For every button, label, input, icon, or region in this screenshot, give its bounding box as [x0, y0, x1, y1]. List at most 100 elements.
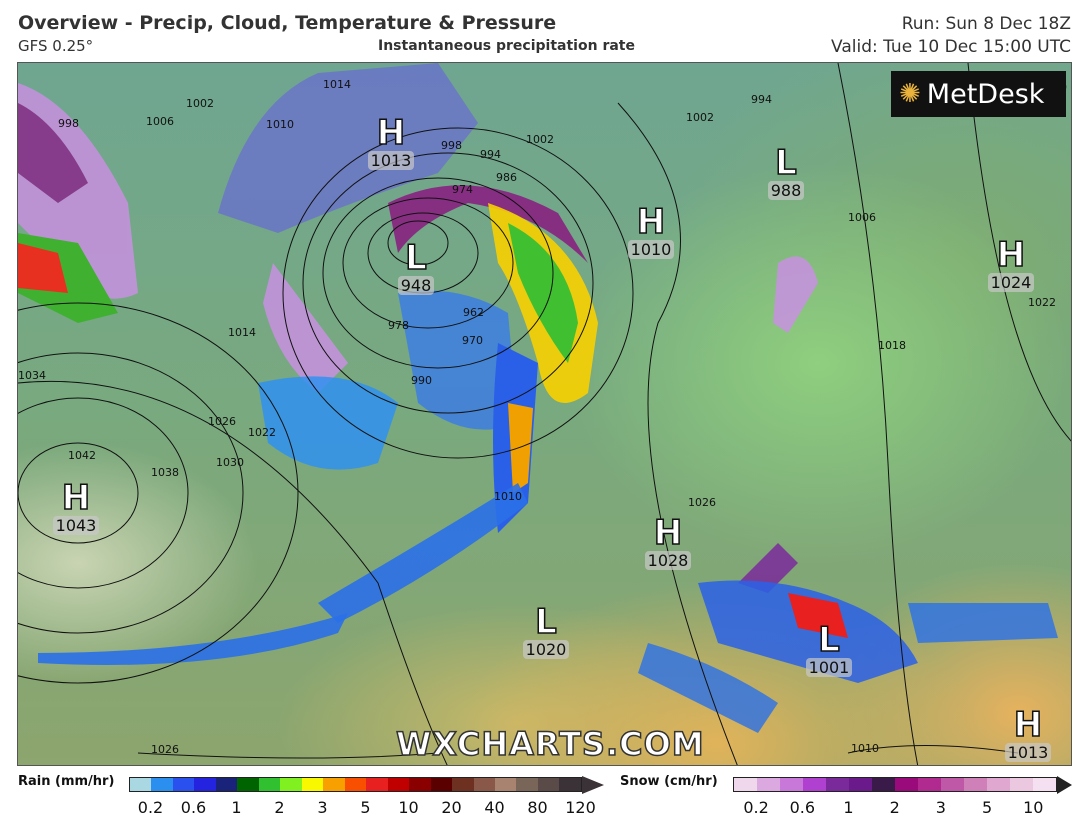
snow-color-swatch [872, 778, 895, 791]
isobar-label: 990 [411, 374, 432, 387]
rain-tick-label: 2 [274, 798, 285, 817]
snow-color-swatch [941, 778, 964, 791]
isobar-label: 1010 [266, 118, 294, 131]
chart-subtitle: Instantaneous precipitation rate [378, 38, 635, 54]
logo-text: MetDesk [926, 78, 1045, 110]
low-pressure-center: L 1001 [794, 621, 864, 677]
pressure-value: 1043 [52, 516, 100, 535]
pressure-value: 1013 [1004, 743, 1052, 762]
snow-color-swatch [987, 778, 1010, 791]
rain-tick-label: 40 [484, 798, 505, 817]
isobar-label: 1030 [216, 456, 244, 469]
valid-time: Valid: Tue 10 Dec 15:00 UTC [831, 37, 1071, 57]
chart-title: Overview - Precip, Cloud, Temperature & … [18, 12, 557, 34]
snow-tick-label: 0.2 [743, 798, 769, 817]
isobar-label: 1006 [848, 211, 876, 224]
isobar-label: 1034 [18, 369, 46, 382]
high-pressure-center: H 1024 [976, 235, 1046, 292]
isobar-label: 998 [441, 139, 462, 152]
rain-tick-label: 0.6 [180, 798, 207, 817]
isobar-label: 1038 [151, 466, 179, 479]
pressure-symbol: L [534, 602, 557, 642]
pressure-symbol: L [404, 238, 427, 278]
pressure-value: 988 [767, 181, 805, 200]
pressure-symbol: H [653, 513, 683, 553]
pressure-value: 1028 [644, 551, 692, 570]
snow-tick-label: 1 [843, 798, 854, 817]
rain-color-swatch [280, 778, 302, 791]
rain-tick-label: 10 [398, 798, 419, 817]
snow-color-swatch [918, 778, 941, 791]
rain-color-swatch [537, 778, 560, 791]
isobar-label: 994 [480, 148, 501, 161]
snow-color-swatch [757, 778, 780, 791]
high-pressure-center: H 1013 [356, 114, 426, 170]
snow-color-swatch [803, 778, 826, 791]
rain-color-swatch [323, 778, 345, 791]
rain-legend-label: Rain (mm/hr) [18, 774, 115, 789]
isobar-label: 974 [452, 183, 473, 196]
rain-tick-label: 1 [231, 798, 242, 817]
rain-color-swatch [130, 778, 152, 791]
rain-color-swatch [494, 778, 517, 791]
snow-colorbar-arrow [1057, 776, 1072, 794]
weather-map: 1002 1006 1010 1014 998 1002 998 994 986 974 962 97… [17, 62, 1072, 766]
rain-color-swatch [387, 778, 410, 791]
isobar-label: 1002 [526, 133, 554, 146]
rain-tick-label: 5 [360, 798, 371, 817]
pressure-value: 1010 [627, 240, 675, 259]
snow-colorbar [733, 777, 1057, 792]
rain-color-swatch [172, 778, 195, 791]
rain-color-swatch [194, 778, 216, 791]
rain-color-swatch [237, 778, 259, 791]
isobar-label: 962 [463, 306, 484, 319]
isobar-label: 998 [58, 117, 79, 130]
pressure-value: 1020 [522, 640, 570, 659]
low-pressure-center: L 948 [381, 238, 451, 295]
isobar-label: 970 [462, 334, 483, 347]
snow-tick-label: 0.6 [789, 798, 816, 817]
rain-areas [18, 203, 1058, 733]
isobar-label: 1010 [494, 490, 522, 503]
rain-colorbar [129, 777, 582, 792]
greenland [218, 63, 478, 233]
high-pressure-center: H 1013 [993, 706, 1063, 762]
isobar-label: 1022 [1028, 296, 1056, 309]
pressure-value: 1024 [987, 273, 1035, 292]
pressure-value: 1013 [367, 151, 415, 170]
rain-tick-label: 0.2 [137, 798, 164, 817]
snow-legend-label: Snow (cm/hr) [620, 774, 718, 789]
isobar-label: 1002 [686, 111, 714, 124]
snow-tick-label: 5 [982, 798, 993, 817]
isobar-label: 1026 [208, 415, 236, 428]
isobar-label: 1042 [68, 449, 96, 462]
model-label: GFS 0.25° [18, 37, 94, 55]
pressure-symbol: H [996, 235, 1026, 275]
pressure-symbol: H [61, 478, 91, 518]
snow-tick-label: 10 [1023, 798, 1044, 817]
isobar-label: 1018 [878, 339, 906, 352]
rain-color-swatch [559, 778, 581, 791]
snow-color-swatch [780, 778, 803, 791]
map-layers [18, 63, 1071, 765]
high-pressure-center: H 1028 [633, 513, 703, 570]
isobar-label: 1006 [146, 115, 174, 128]
rain-tick-label: 80 [527, 798, 548, 817]
isobar-label: 994 [751, 93, 772, 106]
low-pressure-center: L 1020 [511, 602, 581, 659]
logo-star-icon: ✺ [899, 79, 921, 109]
isobar-label: 1014 [323, 78, 351, 91]
rain-color-swatch [452, 778, 474, 791]
high-pressure-center: H 1043 [41, 478, 111, 535]
isobar-label: 986 [496, 171, 517, 184]
snow-color-swatch [826, 778, 849, 791]
isobar-label: 1026 [688, 496, 716, 509]
rain-color-swatch [344, 778, 367, 791]
rain-color-swatch [215, 778, 238, 791]
isobar-label: 978 [388, 319, 409, 332]
high-pressure-center: H 1010 [616, 203, 686, 259]
rain-tick-label: 120 [565, 798, 596, 817]
rain-tick-label: 3 [317, 798, 328, 817]
rain-color-swatch [430, 778, 453, 791]
snow-color-swatch [1010, 778, 1033, 791]
